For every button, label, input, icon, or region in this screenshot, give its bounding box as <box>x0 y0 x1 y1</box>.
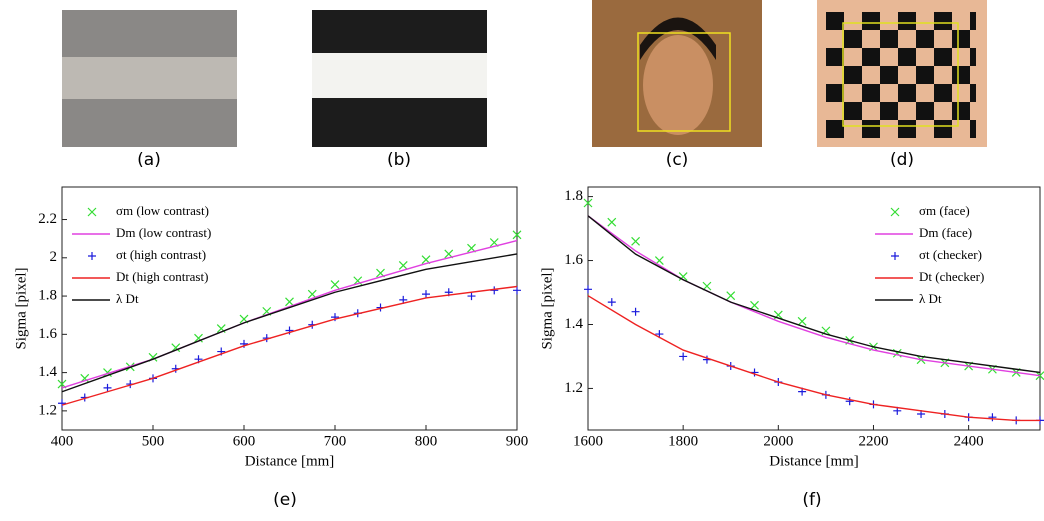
x-tick-label: 2200 <box>858 433 888 449</box>
legend-swatch <box>88 252 96 260</box>
y-tick-label: 2.2 <box>38 211 57 227</box>
image-d <box>817 0 987 147</box>
plot-area <box>61 186 518 431</box>
y-tick-label: 1.2 <box>564 380 583 396</box>
x-axis-label: Distance [mm] <box>769 453 859 469</box>
panel-label: (d) <box>890 150 914 170</box>
data-point <box>398 261 408 270</box>
legend-label: σm (face) <box>919 203 970 218</box>
legend-label: λ Dt <box>116 291 139 306</box>
data-point <box>331 313 339 322</box>
data-point <box>513 286 521 295</box>
data-point <box>988 413 997 422</box>
data-point <box>194 333 203 343</box>
data-point <box>467 292 476 301</box>
data-point <box>584 285 592 294</box>
fit-line <box>61 253 518 393</box>
panel-label: (a) <box>137 150 161 170</box>
data-point <box>631 307 640 316</box>
data-point <box>797 316 807 326</box>
data-point <box>607 217 617 227</box>
data-point <box>285 297 294 307</box>
y-axis-label: Sigma [pixel] <box>539 267 555 349</box>
legend-label: Dt (high contrast) <box>116 269 208 284</box>
legend-label: λ Dt <box>919 291 942 306</box>
x-tick-label: 600 <box>233 433 256 449</box>
data-point <box>679 352 688 361</box>
x-tick-label: 800 <box>415 433 438 449</box>
image-a <box>62 10 237 147</box>
data-point <box>702 281 712 291</box>
y-axis-label: Sigma [pixel] <box>13 267 29 349</box>
panel-label: (c) <box>666 150 689 170</box>
y-tick-label: 1.4 <box>564 316 583 332</box>
data-point <box>1035 371 1044 381</box>
image-b <box>312 10 487 147</box>
data-point <box>58 399 66 408</box>
data-point <box>631 236 641 246</box>
y-tick-label: 1.2 <box>38 402 57 418</box>
x-tick-label: 1800 <box>668 433 698 449</box>
chart-caption: (f) <box>802 490 821 510</box>
data-point <box>726 291 736 301</box>
data-point <box>512 230 522 240</box>
x-tick-label: 700 <box>324 433 347 449</box>
data-point <box>583 198 593 208</box>
y-tick-label: 2 <box>50 249 58 265</box>
fit-line <box>61 285 518 406</box>
x-tick-label: 400 <box>51 433 74 449</box>
legend-label: Dm (low contrast) <box>116 225 211 240</box>
x-tick-label: 2400 <box>954 433 984 449</box>
y-tick-label: 1.6 <box>564 252 583 268</box>
panel-label: (b) <box>387 150 411 170</box>
y-tick-label: 1.8 <box>38 288 57 304</box>
data-point <box>607 298 616 307</box>
data-point <box>103 383 112 392</box>
legend-swatch <box>890 207 900 217</box>
legend-swatch <box>87 207 97 217</box>
x-tick-label: 2000 <box>763 433 793 449</box>
x-tick-label: 1600 <box>573 433 603 449</box>
legend-label: σt (checker) <box>919 247 982 262</box>
data-point <box>422 290 430 299</box>
y-tick-label: 1.8 <box>564 188 583 204</box>
x-tick-label: 500 <box>142 433 165 449</box>
data-point <box>240 339 248 348</box>
data-point <box>750 300 759 310</box>
plot-area <box>587 186 1041 431</box>
fit-line <box>587 295 1040 422</box>
data-point <box>845 397 854 406</box>
data-point <box>103 368 112 378</box>
data-point <box>285 326 294 335</box>
y-tick-label: 1.4 <box>38 364 57 380</box>
x-tick-label: 900 <box>506 433 529 449</box>
legend-label: σt (high contrast) <box>116 247 206 262</box>
fit-line <box>587 215 1041 377</box>
legend-swatch <box>891 252 899 260</box>
legend-label: σm (low contrast) <box>116 203 209 218</box>
legend-label: Dt (checker) <box>919 269 984 284</box>
legend-label: Dm (face) <box>919 225 972 240</box>
data-point <box>171 343 181 353</box>
y-tick-label: 1.6 <box>38 326 57 342</box>
data-point <box>678 272 688 281</box>
chart-caption: (e) <box>273 490 297 510</box>
data-point <box>330 280 340 290</box>
x-axis-label: Distance [mm] <box>245 453 335 469</box>
fit-line <box>587 215 1041 374</box>
image-c <box>592 0 762 147</box>
